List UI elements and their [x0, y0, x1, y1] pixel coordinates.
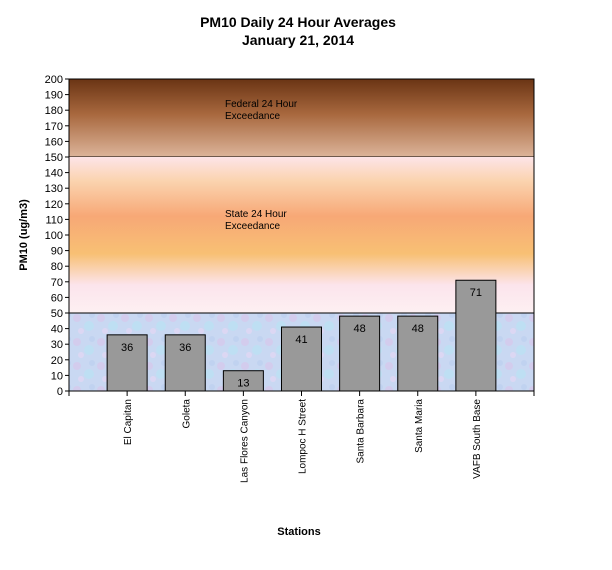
bar-value-label: 13: [237, 378, 249, 390]
x-tick-label: El Capitan: [123, 399, 134, 445]
y-tick-label: 150: [45, 152, 63, 164]
chart-title: PM10 Daily 24 Hour Averages: [200, 14, 396, 30]
band-label-line2: Exceedance: [225, 111, 280, 122]
bar: [281, 326, 322, 392]
bar: [106, 334, 148, 392]
x-tick-label: VAFB South Base: [472, 399, 483, 479]
y-tick-label: 200: [45, 74, 63, 86]
x-tick-label: Lompoc H Street: [298, 399, 309, 474]
bar-value-label: 36: [121, 342, 133, 354]
y-tick-label: 70: [51, 277, 63, 289]
y-tick-label: 160: [45, 136, 63, 148]
x-tick-label: Goleta: [181, 399, 192, 429]
y-tick-label: 80: [51, 261, 63, 273]
y-tick-label: 60: [51, 292, 63, 304]
y-tick-label: 180: [45, 105, 63, 117]
x-axis-label: Stations: [277, 526, 320, 538]
y-tick-label: 190: [45, 90, 63, 102]
y-tick-label: 100: [45, 230, 63, 242]
bar-value-label: 48: [354, 323, 366, 335]
bar: [455, 279, 497, 392]
band-label-line1: State 24 Hour: [225, 209, 287, 220]
y-tick-label: 130: [45, 183, 63, 195]
y-tick-label: 0: [57, 386, 63, 398]
y-tick-label: 10: [51, 370, 63, 382]
bar: [397, 315, 439, 392]
y-tick-label: 50: [51, 308, 63, 320]
x-tick-label: Santa Maria: [414, 399, 425, 453]
band-label-line2: Exceedance: [225, 221, 280, 232]
bar-value-label: 36: [179, 342, 191, 354]
y-tick-label: 140: [45, 168, 63, 180]
y-axis-label: PM10 (ug/m3): [18, 199, 30, 271]
y-tick-label: 120: [45, 199, 63, 211]
federal-exceedance-band: [69, 79, 534, 157]
y-tick-label: 90: [51, 246, 63, 258]
y-tick-label: 20: [51, 355, 63, 367]
bar-value-label: 41: [295, 334, 307, 346]
y-tick-label: 110: [45, 214, 63, 226]
x-tick-label: Santa Barbara: [356, 399, 367, 464]
bar-value-label: 48: [412, 323, 424, 335]
bar-value-label: 71: [470, 287, 482, 299]
y-tick-label: 30: [51, 339, 63, 351]
band-label-line1: Federal 24 Hour: [225, 99, 298, 110]
x-tick-label: Las Flores Canyon: [239, 399, 250, 483]
y-tick-label: 170: [45, 121, 63, 133]
y-tick-label: 40: [51, 324, 63, 336]
chart-subtitle: January 21, 2014: [242, 32, 354, 48]
